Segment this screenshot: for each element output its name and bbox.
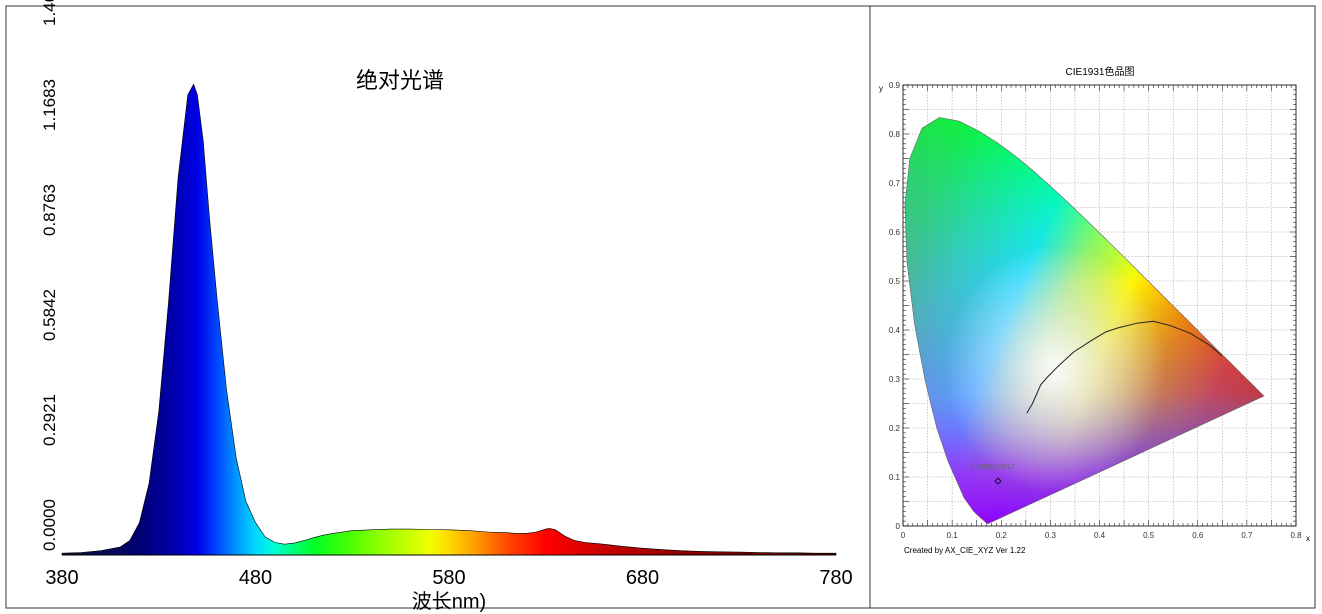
- cie-y-tick-label: 0.6: [889, 228, 901, 237]
- cie-x-tick-label: 0.1: [947, 531, 959, 540]
- spectrum-panel: 0.0000 0.2921 0.5842 0.8763 1.1683 1.4604 380…: [5, 0, 871, 613]
- cie-title: CIE1931色品图: [1066, 65, 1135, 78]
- cie-x-tick-label: 0.5: [1143, 531, 1155, 540]
- cie-tick-labels: 0 0.1 0.2 0.3 0.4 0.5 0.6 0.7 0.8 0 0.1 0.2 0.3 0.4 0.…: [889, 81, 1302, 540]
- spectrum-y-tick-label: 0.5842: [40, 289, 59, 341]
- cie-x-tick-label: 0.2: [996, 531, 1008, 540]
- cie-x-axis-label: x: [1306, 534, 1310, 543]
- cie-y-tick-label: 0: [896, 522, 901, 531]
- cie-x-tick-label: 0.3: [1045, 531, 1057, 540]
- spectrum-x-axis-label: 波长nm): [412, 590, 486, 613]
- cie-y-tick-label: 0.8: [889, 130, 901, 139]
- spectrum-x-tick-labels: 380 480 580 680 780: [45, 567, 852, 589]
- spectrum-y-tick-label: 0.8763: [40, 184, 59, 236]
- cie-footer: Created by AX_CIE_XYZ Ver 1.22: [904, 546, 1026, 555]
- spectrum-y-tick-label: 1.4604: [40, 0, 59, 26]
- cie-panel: CIE1931色品图 0 0.1 0.2 0.3 0.4 0.5 0.6 0.7 0.8 0 0.1…: [869, 5, 1316, 609]
- spectrum-area: [61, 83, 837, 556]
- spectrum-y-tick-label: 0.0000: [40, 499, 59, 551]
- cie-x-tick-label: 0.6: [1192, 531, 1204, 540]
- cie-y-tick-label: 0.4: [889, 326, 901, 335]
- spectrum-x-tick-label: 480: [239, 567, 272, 589]
- cie-x-tick-label: 0.8: [1290, 531, 1302, 540]
- spectrum-y-tick-labels: 0.0000 0.2921 0.5842 0.8763 1.1683 1.4604: [40, 0, 59, 551]
- spectrum-x-tick-label: 380: [45, 567, 78, 589]
- cie-y-tick-label: 0.3: [889, 375, 901, 384]
- spectrum-x-tick-label: 680: [626, 567, 659, 589]
- spectrum-x-tick-label: 780: [819, 567, 852, 589]
- cie-y-tick-label: 0.9: [889, 81, 901, 90]
- cie-point-label: 0.1933,0.0917: [970, 464, 1015, 471]
- cie-x-tick-label: 0.4: [1094, 531, 1106, 540]
- spectrum-y-tick-label: 0.2921: [40, 394, 59, 446]
- spectrum-title: 绝对光谱: [356, 68, 444, 93]
- cie-y-axis-label: y: [879, 84, 883, 93]
- cie-y-tick-label: 0.7: [889, 179, 901, 188]
- cie-x-tick-label: 0: [901, 531, 906, 540]
- cie-y-tick-label: 0.2: [889, 424, 901, 433]
- cie-measured-point: [994, 477, 1002, 485]
- cie-point-marker: [994, 477, 1002, 485]
- cie-y-tick-label: 0.5: [889, 277, 901, 286]
- cie-x-tick-label: 0.7: [1241, 531, 1253, 540]
- spectrum-x-tick-label: 580: [432, 567, 465, 589]
- cie-planckian-locus: [1026, 320, 1223, 414]
- spectrum-y-tick-label: 1.1683: [40, 79, 59, 131]
- cie-y-tick-label: 0.1: [889, 473, 901, 482]
- cie-spectral-locus: [904, 117, 1265, 524]
